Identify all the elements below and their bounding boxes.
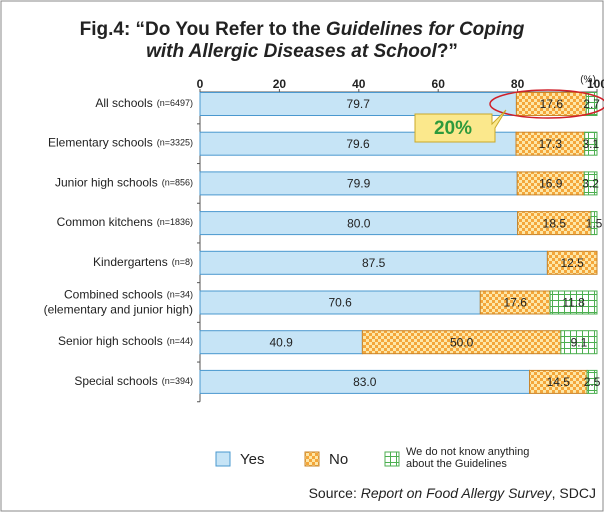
source-segment: Source: [309,485,361,501]
source: Source: Report on Food Allergy Survey, S… [309,485,596,501]
category-name: All schools [95,96,152,110]
x-tick-label: 80 [511,77,525,91]
value-label: 70.6 [328,296,352,310]
sample-size: (n=3325) [157,138,193,148]
category-label: Kindergartens (n=8) [93,255,193,269]
value-label: 1.5 [586,216,603,230]
value-label: 18.5 [543,216,567,230]
value-label: 80.0 [347,216,371,230]
value-label: 16.9 [539,177,563,191]
category-label: Senior high schools (n=44) [58,334,193,348]
legend-swatch [304,451,320,467]
category-label: Combined schools (n=34) [64,288,193,302]
title-segment: ?” [437,41,458,62]
legend-label: No [329,451,348,468]
category-label: Elementary schools (n=3325) [48,136,193,150]
sample-size: (n=44) [167,337,193,347]
title-segment: Fig.4: “Do You Refer to the [80,19,326,40]
x-tick-label: 100 [587,77,604,91]
value-label: 17.6 [504,296,528,310]
highlight-ellipse [489,89,604,119]
title-line: Fig.4: “Do You Refer to the Guidelines f… [80,19,525,40]
value-label: 79.7 [347,97,371,111]
source-segment: Report on Food Allergy Survey [361,485,553,501]
sample-size: (n=8) [172,257,193,267]
category-label: Junior high schools (n=856) [55,176,193,190]
value-label: 17.6 [540,97,564,111]
annotation: 20% [434,118,472,139]
value-label: 83.0 [353,375,377,389]
plot: 0 20 40 60 80 100 All schools (n=6497) 79.7 17.6 2… [44,77,604,403]
source-segment: , SDCJ [552,485,596,501]
sample-size: (n=6497) [157,98,193,108]
bar-segment [585,92,598,116]
category-name: Junior high schools [55,176,158,190]
category-name: Elementary schools [48,136,153,150]
value-label: 2.5 [584,375,601,389]
bar-segment [560,330,598,355]
category-sublabel: (elementary and junior high) [44,303,193,317]
legend-label: We do not know anything about the Guidel… [406,446,530,470]
bar-segment [586,369,598,394]
value-label: 17.3 [539,137,563,151]
bar-segment [583,171,598,196]
x-tick-label: 20 [273,77,287,91]
value-label: 50.0 [450,335,474,349]
sample-size: (n=34) [167,290,193,300]
value-label: 87.5 [362,256,386,270]
category-name: Kindergartens [93,255,168,269]
legend-label: Yes [240,451,264,468]
value-label: 12.5 [561,256,585,270]
legend: Yes No [215,451,400,468]
legend-swatch [215,451,231,467]
value-label: 3.1 [583,137,600,151]
value-label: 9.1 [571,335,588,349]
category-name: Special schools [74,374,157,388]
title-segment: with Allergic Diseases at School [146,41,437,62]
title-segment: Guidelines for Coping [326,19,525,40]
title-line: with Allergic Diseases at School?” [146,41,458,62]
x-tick-label: 40 [352,77,366,91]
bar-segment [590,211,598,236]
category-label: Common kitchens (n=1836) [57,215,193,229]
value-label: 14.5 [547,375,571,389]
callout [414,109,507,143]
sample-size: (n=394) [162,376,193,386]
x-unit: (%) [580,75,596,86]
sample-size: (n=1836) [157,217,193,227]
category-label: Special schools (n=394) [74,374,193,388]
category-name: Senior high schools [58,334,163,348]
value-label: 40.9 [270,335,294,349]
sample-size: (n=856) [162,178,193,188]
legend-swatch [384,451,400,467]
x-tick-label: 60 [432,77,446,91]
category-name: Combined schools [64,288,163,302]
category-label: All schools (n=6497) [95,96,193,110]
value-label: 79.6 [346,137,370,151]
value-label: 11.8 [562,296,585,310]
title: Fig.4: “Do You Refer to the Guidelines f… [80,19,525,62]
x-tick-label: 0 [197,77,204,91]
bar-segment [584,131,598,156]
value-label: 2.7 [583,97,600,111]
category-name: Common kitchens [57,215,153,229]
value-label: 79.9 [347,177,371,191]
bar-segment [549,290,598,315]
bar-segment [546,250,598,275]
value-label: 3.2 [582,177,599,191]
